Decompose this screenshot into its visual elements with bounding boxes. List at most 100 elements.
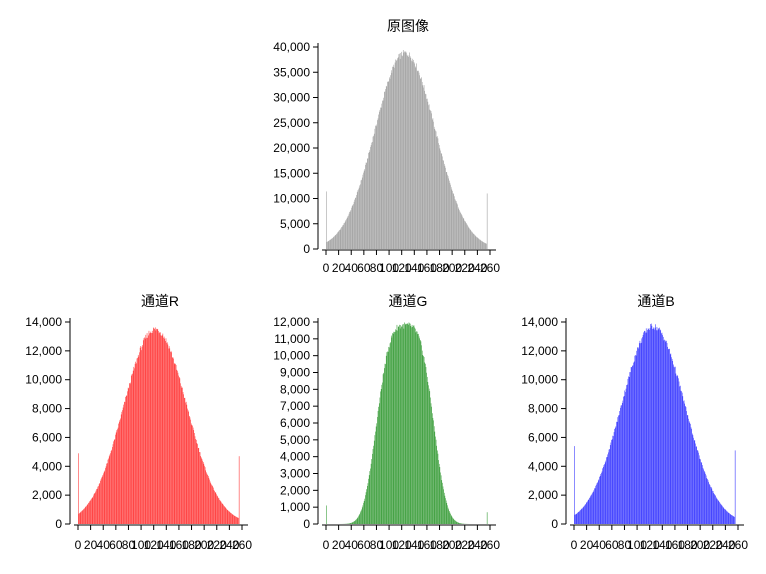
histogram-bar <box>381 108 382 249</box>
panel-title: 原图像 <box>387 18 429 34</box>
histogram-bar <box>396 61 397 249</box>
histogram-bar <box>173 359 174 524</box>
histogram-bar <box>169 348 170 524</box>
histogram-bar <box>458 523 459 524</box>
histogram-bar <box>186 405 187 524</box>
histogram-bar <box>655 328 656 524</box>
histogram-bar <box>397 325 398 524</box>
histogram-bar <box>468 227 469 249</box>
histogram-bar <box>577 513 578 524</box>
histogram-bar <box>162 335 163 524</box>
histogram-bar <box>450 185 451 249</box>
histogram-bar <box>161 336 162 524</box>
histogram-bar <box>431 407 432 524</box>
histogram-bar <box>194 433 195 524</box>
histogram-bar <box>390 343 391 524</box>
histogram-bar <box>471 231 472 249</box>
histogram-bar <box>671 354 672 524</box>
histogram-bar <box>410 56 411 249</box>
histogram-bar <box>631 367 632 524</box>
histogram-bar <box>681 391 682 524</box>
histogram-bar <box>441 475 442 524</box>
histogram-bar <box>352 206 353 249</box>
histogram-bar <box>642 337 643 524</box>
histogram-bar <box>645 333 646 524</box>
histogram-bar <box>705 472 706 524</box>
histogram-bar <box>125 402 126 524</box>
histogram-bar <box>587 502 588 524</box>
histogram-bar <box>592 493 593 524</box>
histogram-bar <box>421 341 422 524</box>
histogram-bar <box>448 508 449 524</box>
histogram-bar <box>677 376 678 524</box>
histogram-bar <box>452 191 453 249</box>
histogram-bar <box>611 440 612 524</box>
histogram-bar <box>683 401 684 524</box>
histogram-bar <box>637 348 638 524</box>
histogram-bar <box>93 496 94 524</box>
histogram-bar <box>110 453 111 524</box>
histogram-bar <box>426 99 427 249</box>
histogram-bar <box>94 493 95 524</box>
histogram-bar <box>372 454 373 524</box>
histogram-bar <box>113 441 114 524</box>
histogram-bar <box>662 333 663 524</box>
histogram-bar <box>441 480 442 524</box>
histogram-bar <box>624 390 625 524</box>
histogram-bar <box>222 504 223 524</box>
histogram-bar <box>430 398 431 524</box>
histogram-bar <box>701 462 702 524</box>
histogram-bar <box>366 163 367 249</box>
histogram-bar <box>424 362 425 524</box>
histogram-bar <box>467 225 468 249</box>
histogram-bar <box>137 358 138 524</box>
histogram-bar <box>174 363 175 524</box>
histogram-bar <box>451 187 452 249</box>
histogram-bar <box>580 510 581 524</box>
histogram-bar <box>477 238 478 249</box>
histogram-bar <box>643 335 644 524</box>
histogram-bar <box>600 474 601 524</box>
histogram-bar <box>153 328 154 524</box>
histogram-bar <box>465 221 466 249</box>
histogram-bar <box>614 429 615 524</box>
histogram-bar <box>359 188 360 249</box>
histogram-bar <box>171 351 172 524</box>
histogram-bar <box>372 142 373 249</box>
histogram-bar <box>151 333 152 524</box>
histogram-bar <box>338 232 339 249</box>
histogram-bar <box>652 326 653 524</box>
histogram-bar <box>398 327 399 524</box>
histogram-bar <box>423 85 424 249</box>
histogram-bar <box>412 327 413 524</box>
histogram-bar <box>127 396 128 524</box>
histogram-bar <box>352 205 353 249</box>
histogram-bar <box>429 110 430 249</box>
histogram-bar <box>623 401 624 524</box>
histogram-bar <box>433 418 434 524</box>
histogram-bar <box>210 483 211 524</box>
histogram-bar <box>434 127 435 249</box>
histogram-bar <box>217 496 218 524</box>
histogram-bar <box>426 367 427 524</box>
histogram-bar <box>593 492 594 524</box>
histogram-bar <box>127 391 128 524</box>
histogram-bar <box>189 416 190 524</box>
histogram-bar <box>382 101 383 249</box>
histogram-bar <box>236 517 237 524</box>
histogram-bar <box>434 426 435 524</box>
histogram-bar <box>612 439 613 524</box>
histogram-bar <box>455 201 456 249</box>
y-tick-label: 8,000 <box>32 402 62 416</box>
histogram-bar <box>111 450 112 524</box>
histogram-bar <box>381 389 382 524</box>
histogram-bar <box>679 381 680 524</box>
histogram-bar <box>388 352 389 524</box>
histogram-bar <box>455 521 456 524</box>
histogram-bar <box>157 329 158 524</box>
histogram-bar <box>463 218 464 249</box>
histogram-bar <box>387 352 388 524</box>
histogram-bar <box>485 243 486 249</box>
histogram-bar <box>447 505 448 524</box>
histogram-bar <box>417 71 418 249</box>
